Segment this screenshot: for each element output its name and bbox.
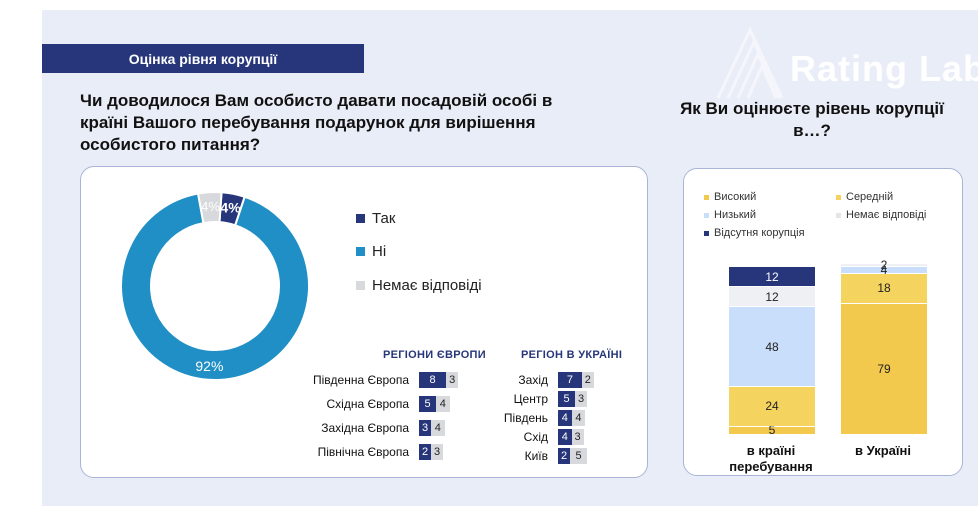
region-bar-segment-no-answer: 3 xyxy=(571,429,584,445)
stack-legend-swatch xyxy=(836,194,841,200)
region-bar-segment-yes: 7 xyxy=(558,372,582,388)
stack-legend-item: Низький xyxy=(704,209,756,221)
stack-legend-swatch xyxy=(704,194,709,200)
stack-legend-label: Високий xyxy=(714,191,757,203)
region-bar-segment-no-answer: 5 xyxy=(570,448,587,464)
region-bar-segment-yes: 3 xyxy=(419,420,431,436)
region-bar-segment-no-answer: 4 xyxy=(436,396,450,412)
stack-label-country: в країні перебування xyxy=(729,443,813,474)
legend-label-tak: Так xyxy=(372,210,396,227)
region-label: Південна Європа xyxy=(313,373,409,387)
legend-item-no-answer: Немає відповіді xyxy=(356,277,482,294)
stack-legend-item: Середній xyxy=(836,191,893,203)
legend-swatch-teal xyxy=(356,247,365,256)
region-bar-segment-no-answer: 3 xyxy=(446,372,459,388)
region-bar-segment-yes: 8 xyxy=(419,372,447,388)
europe-regions-heading: РЕГІОНИ ЄВРОПИ xyxy=(383,349,486,361)
stack-legend-label: Середній xyxy=(846,191,894,203)
stack-legend-label: Низький xyxy=(714,209,756,221)
region-bar-segment-no-answer: 2 xyxy=(581,372,594,388)
region-label: Південь xyxy=(503,411,548,425)
donut-label-0: 4% xyxy=(220,200,241,216)
region-bar-segment-no-answer: 4 xyxy=(431,420,445,436)
stack-segment: 2 xyxy=(841,259,927,272)
section-title-bar: Оцінка рівня корупції xyxy=(42,44,364,73)
legend-swatch-grey xyxy=(356,281,365,290)
legend-label-no-answer: Немає відповіді xyxy=(372,277,482,294)
stack-legend-item: Відсутня корупція xyxy=(704,227,805,239)
stack-segment: 24 xyxy=(729,385,815,426)
region-label: Схід xyxy=(523,430,548,444)
stack-legend-item: Високий xyxy=(704,191,756,203)
stack-segment: 4 xyxy=(841,264,927,276)
region-label: Західна Європа xyxy=(321,421,409,435)
legend-item-ni: Ні xyxy=(356,243,386,260)
region-bar-segment-yes: 2 xyxy=(419,444,431,460)
region-bar-segment-yes: 5 xyxy=(419,396,436,412)
legend-swatch-navy xyxy=(356,214,365,223)
watermark-logo-icon xyxy=(716,26,784,99)
ukraine-regions-heading: РЕГІОН В УКРАЇНІ xyxy=(521,349,623,361)
stack-legend-label: Немає відповіді xyxy=(846,209,927,221)
right-question-title: Як Ви оцінюєте рівень корупції в…? xyxy=(680,99,944,140)
stack-label-ukraine: в Україні xyxy=(855,443,911,458)
stack-legend-swatch xyxy=(704,212,709,218)
stack-segment: 12 xyxy=(729,286,815,307)
left-question-title: Чи доводилося Вам особисто давати посадо… xyxy=(80,91,553,154)
legend-label-ni: Ні xyxy=(372,243,387,260)
legend-item-tak: Так xyxy=(356,210,395,227)
region-bar-segment-no-answer: 4 xyxy=(571,410,586,426)
region-bar-segment-no-answer: 3 xyxy=(575,391,587,407)
stack-segment: 5 xyxy=(729,424,815,437)
watermark-text: Rating Lab xyxy=(790,48,978,89)
region-label: Східна Європа xyxy=(326,397,410,411)
donut-label-2: 4% xyxy=(201,199,220,214)
donut-slice-2 xyxy=(196,191,223,225)
stack-legend-item: Немає відповіді xyxy=(836,209,926,221)
stack-legend-swatch xyxy=(836,212,841,218)
region-bar-segment-no-answer: 3 xyxy=(431,444,443,460)
region-label: Північна Європа xyxy=(317,445,409,459)
donut-chart: 4% 92% 4% xyxy=(120,191,310,381)
region-bar-segment-yes: 2 xyxy=(558,448,570,464)
stack-segment: 79 xyxy=(841,302,927,434)
donut-label-1: 92% xyxy=(195,358,223,374)
stack-segment: 12 xyxy=(729,266,815,287)
region-bar-segment-yes: 4 xyxy=(558,410,572,426)
donut-slice-1 xyxy=(120,192,310,381)
region-label: Центр xyxy=(513,392,548,406)
region-label: Київ xyxy=(524,449,548,463)
region-label: Захід xyxy=(518,373,548,387)
region-bar-segment-yes: 4 xyxy=(558,429,572,445)
stack-segment: 48 xyxy=(729,306,815,386)
stack-legend-label: Відсутня корупція xyxy=(714,227,805,239)
stack-segment: 18 xyxy=(841,272,927,303)
region-bar-segment-yes: 5 xyxy=(558,391,575,407)
stack-legend-swatch xyxy=(704,230,709,236)
